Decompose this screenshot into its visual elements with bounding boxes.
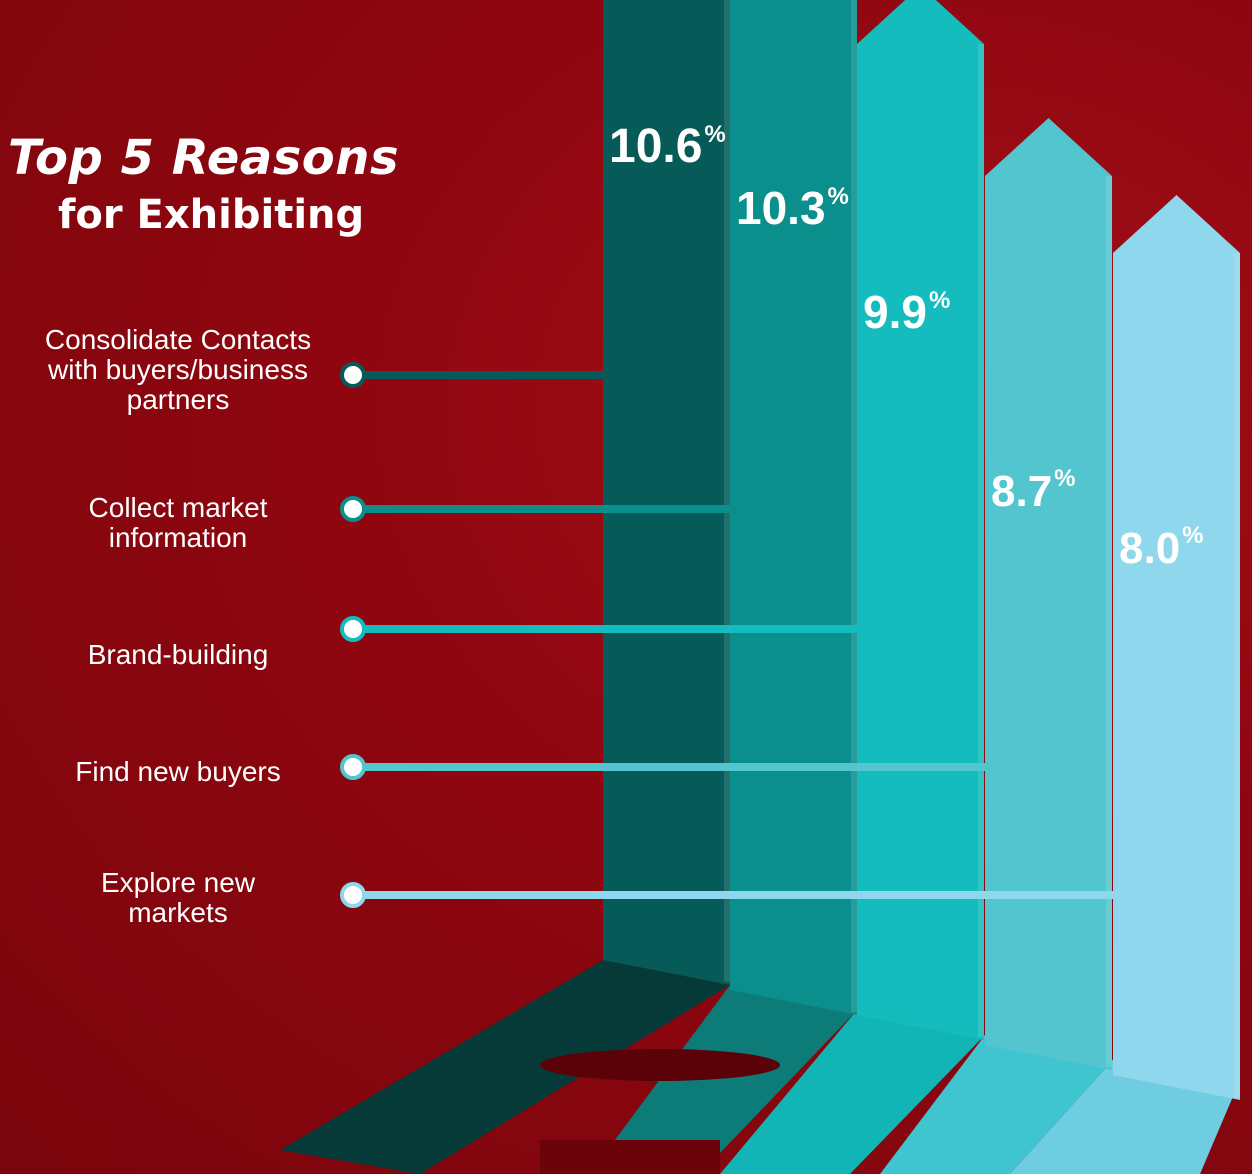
chart-subtitle: for Exhibiting bbox=[58, 192, 365, 238]
category-label-5-line-2: markets bbox=[128, 897, 228, 928]
base-disc-1 bbox=[540, 1049, 780, 1081]
bar-shadow-3 bbox=[720, 1010, 985, 1174]
category-label-3-line-1: Brand-building bbox=[87, 639, 269, 670]
base-disc-2 bbox=[540, 1140, 720, 1174]
category-label-4: Find new buyers bbox=[18, 757, 338, 787]
category-label-2-line-1: Collect market bbox=[88, 492, 268, 523]
category-label-1-line-2: with buyers/business bbox=[48, 354, 308, 385]
bar-3 bbox=[857, 0, 984, 1040]
chart-title: Top 5 Reasons bbox=[8, 130, 400, 186]
category-label-1-line-3: partners bbox=[126, 384, 230, 415]
data-label-unit-1: % bbox=[704, 121, 725, 148]
data-label-unit-4: % bbox=[1054, 465, 1075, 492]
category-label-5: Explore new markets bbox=[18, 868, 338, 928]
connector-dot-4 bbox=[340, 754, 366, 780]
bar-shadow-4 bbox=[880, 1035, 1113, 1174]
data-label-1: 10.6 bbox=[609, 120, 702, 173]
category-label-3: Brand-building bbox=[18, 640, 338, 670]
data-label-3: 9.9 bbox=[863, 286, 927, 338]
category-label-1-line-1: Consolidate Contacts bbox=[44, 324, 312, 355]
category-label-2: Collect market information bbox=[18, 493, 338, 553]
bar-5 bbox=[1113, 195, 1240, 1100]
category-label-1: Consolidate Contacts with buyers/business… bbox=[18, 325, 338, 415]
bar-1 bbox=[603, 0, 730, 985]
connector-dot-5 bbox=[340, 882, 366, 908]
category-label-2-line-2: information bbox=[108, 522, 248, 553]
category-label-4-line-1: Find new buyers bbox=[75, 756, 281, 787]
data-label-2: 10.3 bbox=[736, 182, 826, 234]
data-label-unit-3: % bbox=[929, 287, 950, 314]
connector-dot-1 bbox=[340, 362, 366, 388]
bar-shadow-2 bbox=[600, 985, 857, 1174]
connector-dot-2 bbox=[340, 496, 366, 522]
category-label-5-line-1: Explore new bbox=[100, 867, 256, 898]
data-label-4: 8.7 bbox=[991, 467, 1052, 516]
bar-shadow-1 bbox=[280, 960, 730, 1174]
data-label-unit-2: % bbox=[828, 183, 849, 210]
connector-dot-3 bbox=[340, 616, 366, 642]
bar-4 bbox=[985, 118, 1112, 1070]
data-label-5: 8.0 bbox=[1119, 524, 1180, 573]
data-label-unit-5: % bbox=[1182, 522, 1203, 549]
bar-2 bbox=[730, 0, 857, 1015]
